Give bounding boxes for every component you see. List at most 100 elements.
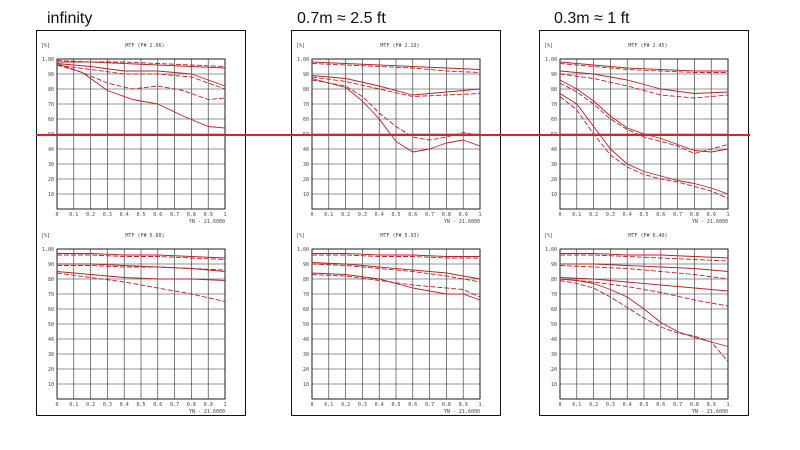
y-tick-label: 10: [551, 382, 557, 388]
y-tick-label: 40: [48, 147, 54, 153]
panel-0-7m: 1.0090807060504030201000.10.20.30.40.50.…: [291, 30, 501, 416]
mtf-series-dashed: [559, 63, 728, 73]
mtf-series-solid: [559, 70, 729, 94]
plot-frame: [559, 248, 729, 400]
mtf-chart-0-3m-top: 1.0090807060504030201000.10.20.30.40.50.…: [544, 43, 730, 225]
x-tick-label: 0: [558, 402, 561, 408]
x-tick-label: 0.8: [187, 212, 196, 218]
y-tick-label: 1.00: [545, 57, 557, 63]
chart-title: MTF (F# 5.93): [380, 233, 419, 239]
x-tick-label: 1: [223, 402, 226, 408]
chart-title: MTF (F# 5.60): [125, 233, 164, 239]
x-note: YN - 21.6000: [189, 219, 225, 225]
y-tick-label: 60: [551, 117, 557, 123]
y-tick-label: 80: [303, 277, 309, 283]
y-tick-label: 70: [48, 292, 54, 298]
y-tick-label: 20: [303, 177, 309, 183]
mtf-chart-infinity-bottom: 1.00 90 80 70 60 50 40 30 20 10 0 0.1 0.2 0.3 0.4 0.5 0.…: [41, 233, 227, 415]
y-tick-label: 30: [48, 352, 54, 358]
mtf-series-dashed: [559, 278, 729, 307]
y-tick-label: 60: [303, 307, 309, 313]
y-tick-label: 30: [48, 162, 54, 168]
y-tick-label: 40: [303, 147, 309, 153]
x-tick-label: 0.7: [425, 402, 434, 408]
mtf-series-dashed: [311, 263, 481, 283]
mtf-chart-0-7m-top: 1.0090807060504030201000.10.20.30.40.50.…: [296, 43, 482, 225]
y-tick-label: 40: [48, 337, 54, 343]
y-tick-label: 60: [303, 117, 309, 123]
y-tick-label: 30: [551, 352, 557, 358]
mtf-series-dashed: [56, 60, 226, 67]
mtf-series-solid: [311, 262, 481, 280]
x-tick-label: 0.1: [572, 212, 581, 218]
mtf-chart-0-7m-bottom: 1.00 90 80 70 60 50 40 30 20 10 0 0.1 0.2 0.3 0.4 0.5 0.…: [296, 233, 482, 415]
x-tick-label: 0.9: [204, 402, 213, 408]
mtf-series-solid: [311, 78, 481, 153]
x-tick-label: 0.3: [606, 212, 615, 218]
y-tick-label: 90: [551, 72, 557, 78]
x-tick-label: 0.6: [408, 402, 417, 408]
mtf-series-dashed: [311, 76, 481, 97]
x-tick-label: 0.7: [425, 212, 434, 218]
x-tick-label: 0: [558, 212, 561, 218]
x-tick-label: 0.5: [136, 212, 145, 218]
mtf-series-solid: [57, 253, 226, 259]
mtf-series-solid: [56, 63, 226, 87]
y-tick-label: 20: [48, 177, 54, 183]
mtf-series-solid: [311, 272, 481, 301]
unit-label: [%]: [41, 233, 50, 239]
x-tick-label: 0.8: [442, 212, 451, 218]
x-tick-label: 0.9: [707, 212, 716, 218]
x-tick-label: 0.1: [69, 212, 78, 218]
x-tick-label: 0.1: [324, 212, 333, 218]
mtf-series-dashed: [57, 265, 226, 271]
x-tick-label: 0.3: [358, 402, 367, 408]
y-tick-label: 50: [551, 322, 557, 328]
x-tick-label: 0.6: [153, 402, 162, 408]
x-tick-label: 0.6: [656, 212, 665, 218]
mtf-series-dashed: [560, 254, 729, 262]
y-tick-label: 1.00: [42, 57, 54, 63]
y-tick-label: 90: [48, 262, 54, 268]
x-tick-label: 0.5: [639, 402, 648, 408]
x-tick-label: 0.9: [204, 212, 213, 218]
y-tick-label: 40: [303, 337, 309, 343]
y-tick-label: 60: [48, 307, 54, 313]
y-tick-label: 80: [303, 87, 309, 93]
mtf-series-dashed: [56, 64, 226, 100]
y-tick-label: 70: [48, 102, 54, 108]
y-tick-label: 40: [551, 147, 557, 153]
y-tick-label: 80: [48, 87, 54, 93]
x-tick-label: 1: [726, 402, 729, 408]
x-tick-label: 0.6: [656, 402, 665, 408]
y-tick-label: 1.00: [297, 247, 309, 253]
x-tick-label: 0.7: [170, 402, 179, 408]
unit-label: [%]: [296, 233, 305, 239]
chart-title: MTF (F# 6.40): [628, 233, 667, 239]
unit-label: [%]: [296, 43, 305, 49]
x-tick-label: 0.7: [170, 212, 179, 218]
x-tick-label: 0.6: [153, 212, 162, 218]
panel-infinity: 1.0090807060504030201000.10.20.30.40.50.…: [36, 30, 246, 416]
plot-frame: [311, 248, 481, 400]
x-tick-label: 0.8: [690, 402, 699, 408]
y-tick-label: 10: [303, 382, 309, 388]
x-tick-label: 1: [478, 212, 481, 218]
x-tick-label: 0.7: [673, 402, 682, 408]
y-tick-label: 70: [303, 102, 309, 108]
x-tick-label: 0.2: [86, 212, 95, 218]
x-tick-label: 0.9: [459, 402, 468, 408]
chart-title: MTF (F# 2.06): [125, 43, 164, 49]
x-tick-label: 0.9: [459, 212, 468, 218]
x-tick-label: 0.2: [341, 402, 350, 408]
mtf-series-dashed: [312, 254, 480, 259]
unit-label: [%]: [41, 43, 50, 49]
x-tick-label: 0.9: [707, 402, 716, 408]
y-tick-label: 10: [303, 192, 309, 198]
x-tick-label: 1: [478, 402, 481, 408]
mtf-series-dashed: [559, 96, 729, 199]
y-tick-label: 30: [551, 162, 557, 168]
x-tick-label: 0.2: [589, 402, 598, 408]
mtf-series-dashed: [559, 82, 729, 154]
mtf-series-dashed: [559, 280, 729, 362]
